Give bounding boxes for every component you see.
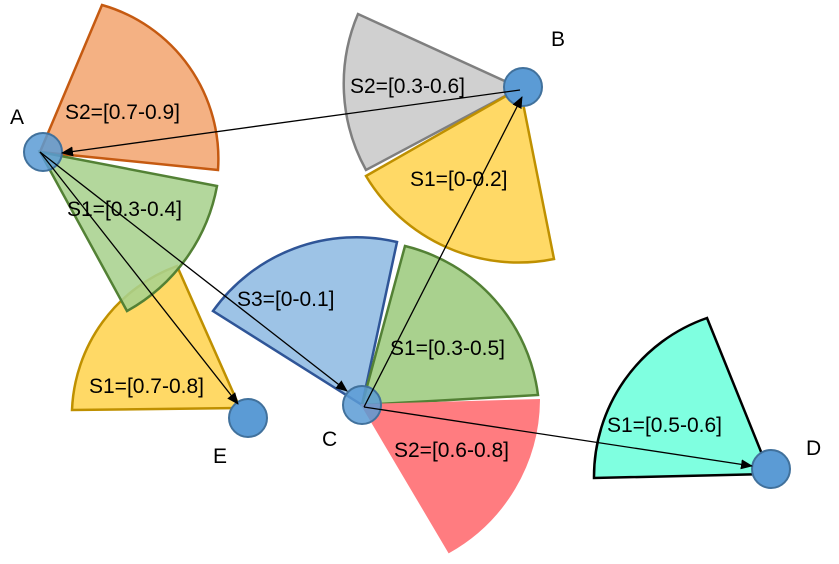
sector-a-s2 xyxy=(38,3,220,172)
sector-b-s2 xyxy=(342,12,523,172)
sector-c-s1-shape xyxy=(360,244,540,407)
sector-d-s1 xyxy=(592,316,772,480)
node-e[interactable] xyxy=(228,398,268,438)
arrow-c-to-b xyxy=(363,96,523,408)
sector-e-s1-label: S1=[0.7-0.8] xyxy=(89,375,204,398)
sector-c-s2-shape xyxy=(360,398,541,554)
arrow-c-to-d xyxy=(363,406,753,470)
arrows xyxy=(39,89,753,470)
sector-a-s1-green-label: S1=[0.3-0.4] xyxy=(67,198,182,221)
sector-c-s3 xyxy=(211,235,399,408)
node-d[interactable] xyxy=(751,449,791,489)
sectors xyxy=(37,3,772,554)
sector-c-s3-label: S3=[0-0.1] xyxy=(237,288,334,311)
sector-c-s1 xyxy=(360,244,540,407)
sector-a-s2-shape xyxy=(38,3,220,172)
sector-a-s1-green xyxy=(37,150,219,313)
sector-b-s1 xyxy=(364,86,556,264)
sector-b-s1-shape xyxy=(364,86,556,264)
sector-c-s1-label: S1=[0.3-0.5] xyxy=(390,337,505,360)
sector-a-s1-green-shape xyxy=(37,150,219,313)
sector-c-s2-label: S2=[0.6-0.8] xyxy=(394,439,509,462)
node-a-label: A xyxy=(10,106,24,129)
sector-d-s1-label: S1=[0.5-0.6] xyxy=(607,414,722,437)
sector-a-s2-label: S2=[0.7-0.9] xyxy=(65,101,180,124)
sector-b-s2-shape xyxy=(342,12,523,172)
sector-b-s2-label: S2=[0.3-0.6] xyxy=(350,75,465,98)
sector-c-s2 xyxy=(360,398,541,554)
node-c-label: C xyxy=(322,428,337,451)
node-c[interactable] xyxy=(342,385,382,425)
node-labels: A B C D E xyxy=(10,28,821,468)
nodes xyxy=(23,67,791,489)
node-e-label: E xyxy=(213,445,227,468)
node-b-label: B xyxy=(551,28,565,51)
sector-labels: S2=[0.7-0.9] S1=[0.3-0.4] S1=[0.7-0.8] S… xyxy=(65,75,722,462)
sector-d-s1-shape xyxy=(592,316,772,480)
arrow-b-to-a xyxy=(61,89,521,157)
sector-b-s1-label: S1=[0-0.2] xyxy=(410,168,507,191)
node-d-label: D xyxy=(806,437,821,460)
node-b[interactable] xyxy=(503,67,543,107)
arrow-a-to-c xyxy=(39,151,348,392)
sector-c-s3-shape xyxy=(211,235,399,408)
arrow-a-to-e xyxy=(39,151,239,405)
